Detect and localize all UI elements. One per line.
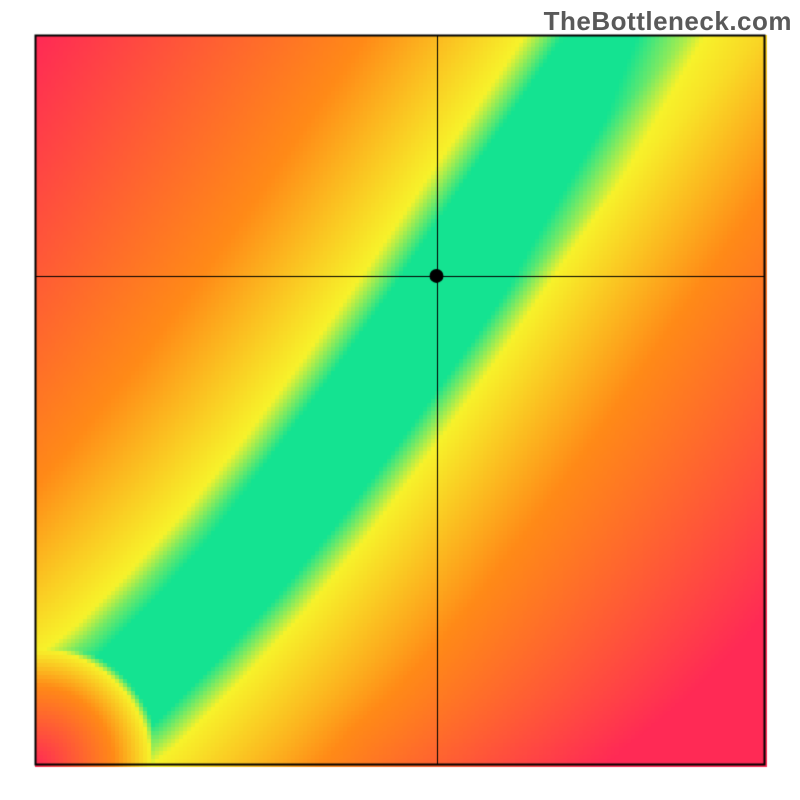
bottleneck-heatmap xyxy=(0,0,800,800)
watermark-text: TheBottleneck.com xyxy=(544,6,792,37)
